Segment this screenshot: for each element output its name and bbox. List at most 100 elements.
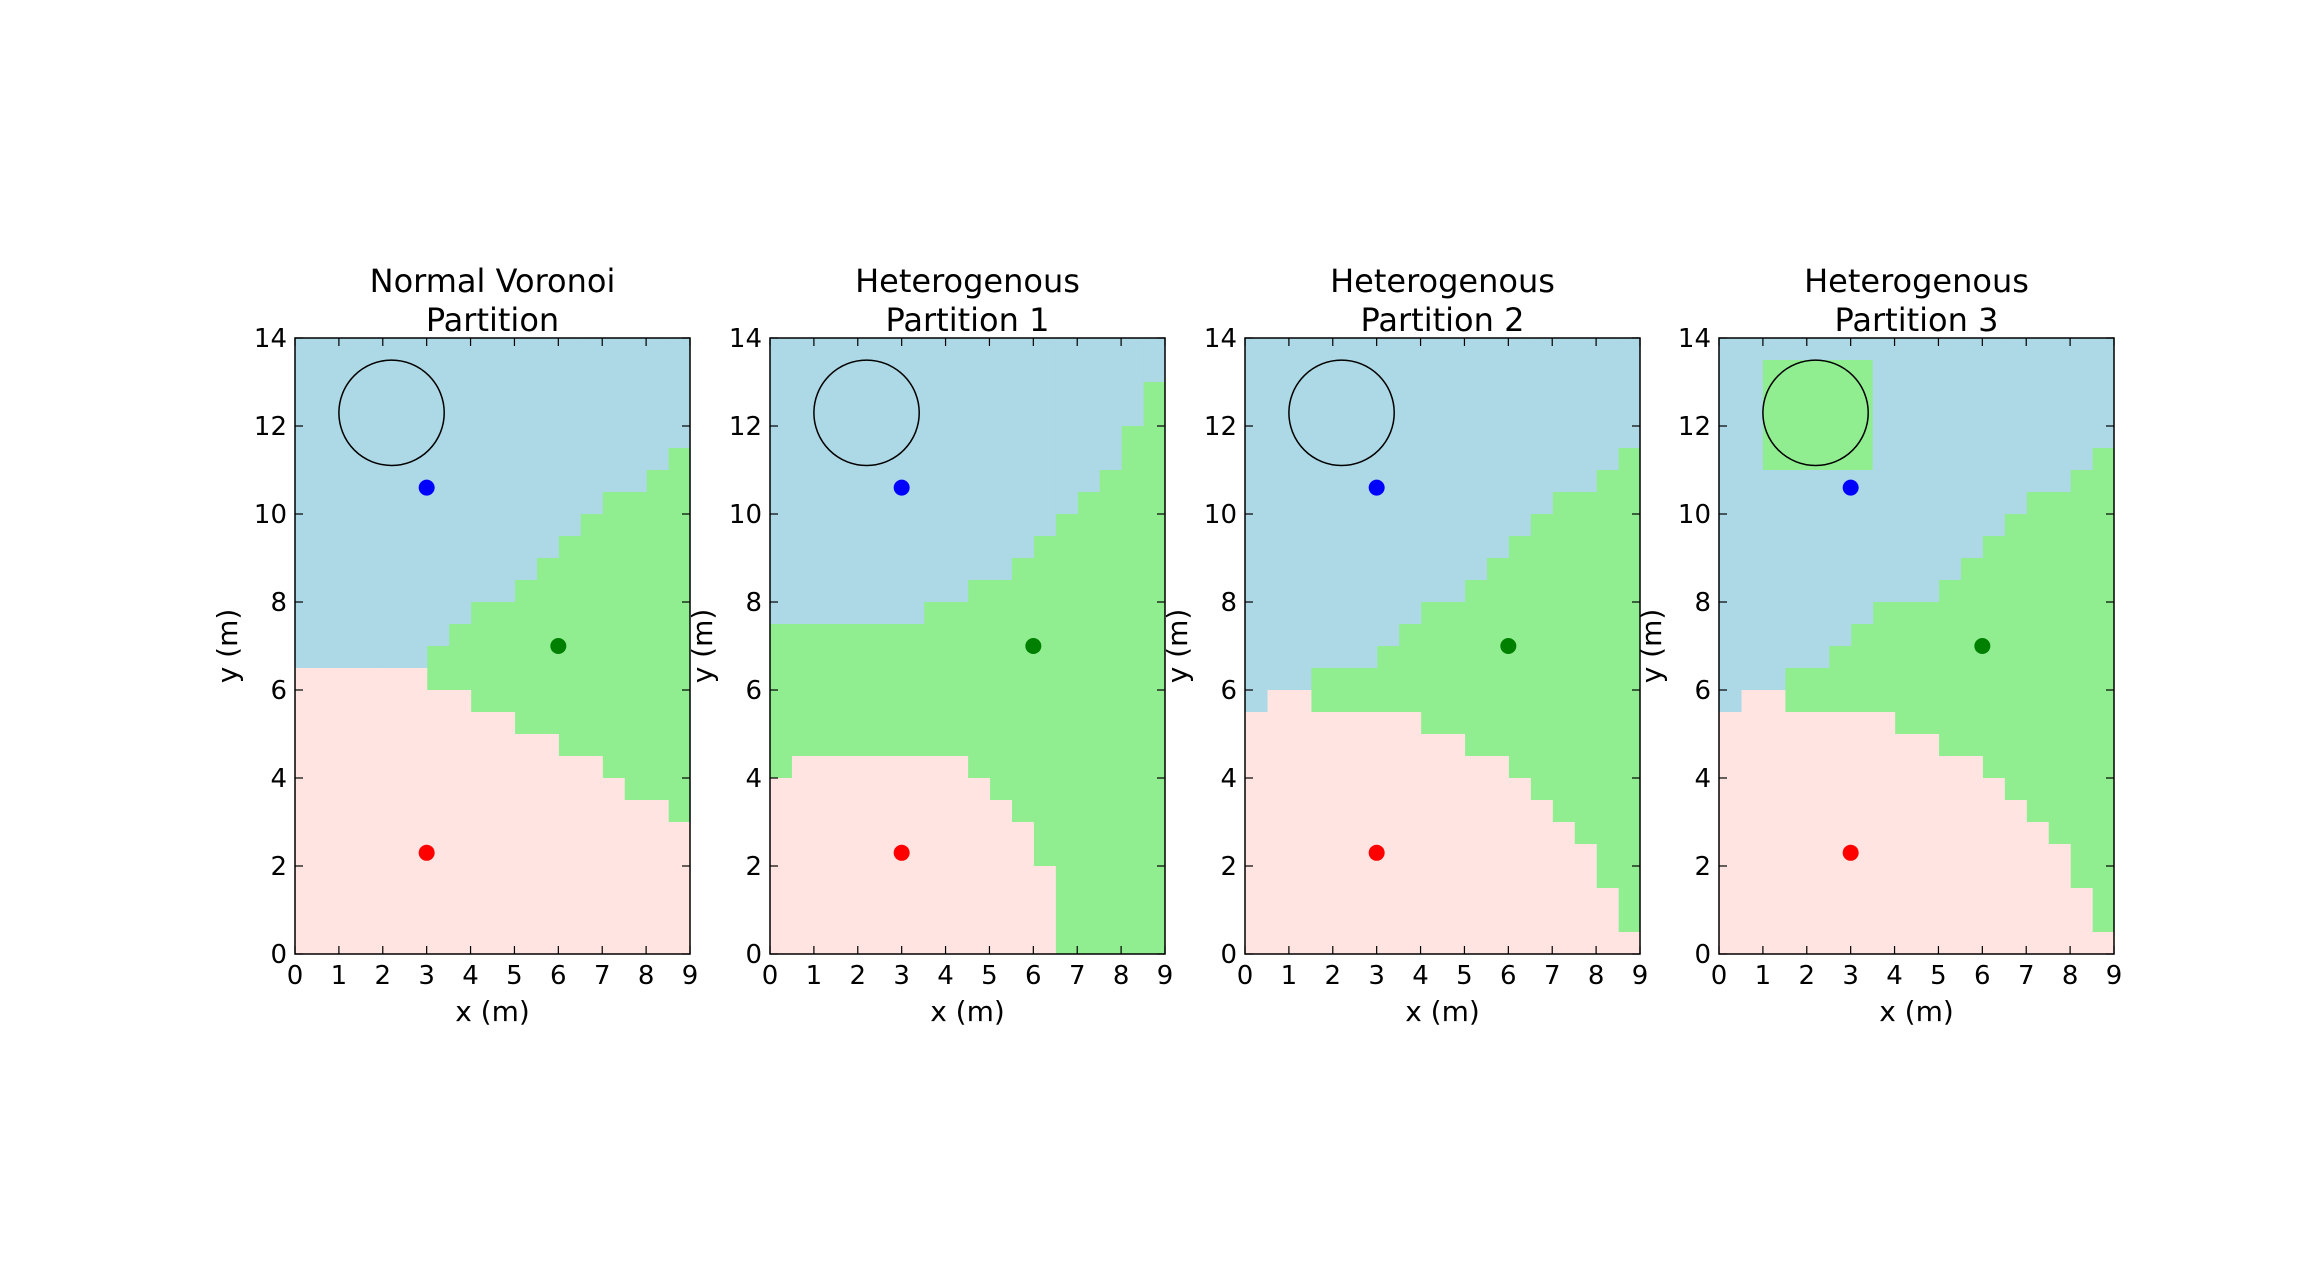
blue-region-cell [1719,338,1742,712]
pink-region-cell [1420,734,1444,954]
pink-region-cell [1442,734,1466,954]
pink-region-cell [1784,712,1808,954]
y-tick-label: 8 [745,588,762,618]
x-tick-label: 7 [2018,961,2035,991]
pink-region-cell [1266,690,1290,954]
agent-point [418,479,435,496]
pink-region-cell [835,756,859,954]
x-tick-label: 9 [682,961,699,991]
subplot-title-line: Partition [426,301,559,339]
y-tick-label: 8 [270,588,287,618]
y-axis-label: y (m) [1161,609,1194,684]
blue-region-cell [835,338,859,624]
blue-region-cell [1354,338,1378,668]
blue-region-cell [813,338,837,624]
pink-region-cell [1376,712,1400,954]
blue-region-cell [448,338,472,624]
y-tick-label: 10 [1204,500,1237,530]
pink-region-cell [2048,844,2071,954]
x-tick-label: 2 [850,961,867,991]
partition-regions [770,338,1165,954]
pink-region-cell [1618,932,1640,954]
pink-region-cell [2092,932,2114,954]
y-tick-label: 10 [729,500,762,530]
y-tick-label: 14 [254,324,287,354]
x-tick-label: 5 [1456,961,1473,991]
pink-region-cell [382,668,406,954]
pink-region-cell [989,800,1012,954]
y-tick-label: 8 [1220,588,1237,618]
y-tick-label: 12 [254,412,287,442]
y-tick-label: 0 [270,940,287,970]
subplot-title-line: Heterogenous [1330,262,1555,300]
blue-region-cell [1938,338,1961,580]
pink-region-cell [879,756,903,954]
blue-region-cell [1486,338,1509,558]
pink-region-cell [1916,734,1940,954]
y-tick-label: 14 [729,324,762,354]
x-tick-label: 4 [1886,961,1903,991]
blue-region-cell [1288,338,1312,690]
y-tick-label: 6 [745,676,762,706]
x-tick-label: 8 [638,961,655,991]
x-tick-label: 1 [1755,961,1772,991]
y-tick-label: 6 [270,676,287,706]
agent-point [1368,844,1385,861]
y-tick-label: 4 [1220,764,1237,794]
blue-region-cell [295,338,318,668]
blue-region-cell [791,338,815,624]
blue-region-cell [1740,338,1764,690]
blue-region-cell [770,338,793,624]
x-tick-label: 4 [1412,961,1429,991]
y-tick-label: 6 [1220,676,1237,706]
x-tick-label: 4 [937,961,954,991]
blue-region-cell [989,338,1012,580]
pink-region-cell [1938,756,1961,954]
y-tick-label: 14 [1678,324,1711,354]
pink-region-cell [426,690,450,954]
pink-region-cell [1872,712,1896,954]
pink-region-cell [1398,712,1422,954]
pink-region-cell [1762,690,1786,954]
obstacle-circle [338,359,445,467]
x-tick-label: 9 [2106,961,2123,991]
axes-frame [294,337,691,955]
pink-region-cell [338,668,362,954]
x-tick-label: 1 [331,961,348,991]
blue-region-cell [580,338,603,514]
blue-region-cell [1033,338,1056,536]
pink-region-cell [791,756,815,954]
blue-region-cell [2092,338,2114,448]
blue-region-cell [1398,338,1422,624]
y-axis-label: y (m) [211,609,244,684]
x-tick-label: 2 [1799,961,1816,991]
x-tick-label: 5 [981,961,998,991]
subplot-title: Heterogenous Partition 1 [855,262,1080,339]
blue-region-cell [879,338,903,624]
x-tick-label: 0 [1711,961,1728,991]
blue-region-cell [2026,338,2049,492]
x-tick-label: 0 [762,961,779,991]
x-tick-label: 8 [1113,961,1130,991]
pink-region-cell [1530,800,1553,954]
pink-region-cell [1850,712,1874,954]
pink-region-cell [945,756,969,954]
subplot-title-line: Partition 3 [1835,301,1999,339]
pink-region-cell [492,712,516,954]
y-tick-label: 10 [1678,500,1711,530]
y-tick-label: 6 [1694,676,1711,706]
pink-region-cell [1288,690,1312,954]
pink-region-cell [1310,712,1334,954]
pink-region-cell [1740,690,1764,954]
subplot-title: Heterogenous Partition 2 [1330,262,1555,339]
blue-region-cell [316,338,340,668]
agent-point [418,844,435,861]
pink-region-cell [404,668,428,954]
pink-region-cell [1332,712,1356,954]
x-tick-label: 3 [1842,961,1859,991]
blue-region-cell [1552,338,1575,492]
subplot-title-line: Partition 2 [1361,301,1525,339]
blue-region-cell [1121,338,1144,426]
x-tick-label: 7 [594,961,611,991]
